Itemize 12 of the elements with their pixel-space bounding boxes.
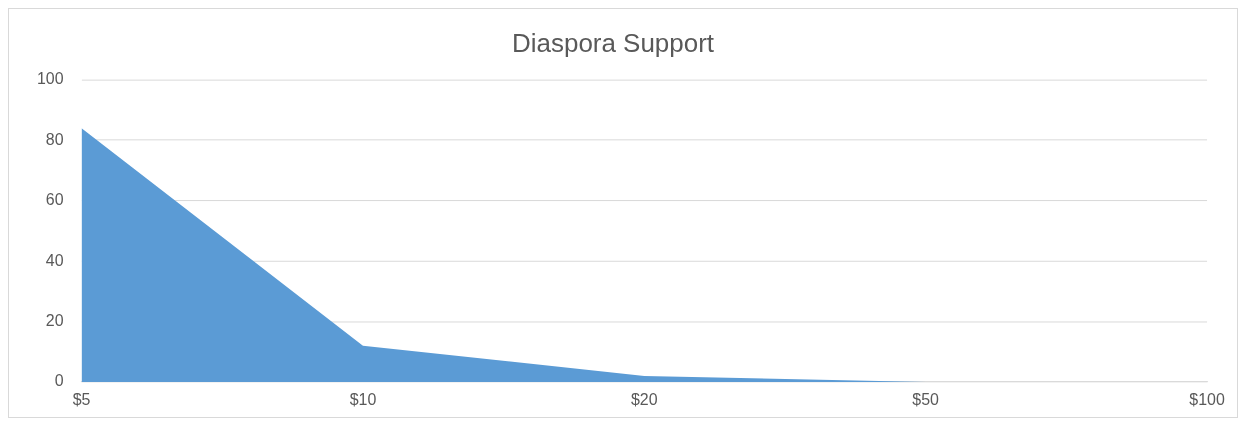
y-tick-label: 40 [45, 251, 64, 269]
x-tick-label: $50 [912, 390, 940, 408]
x-tick-label: $20 [630, 390, 658, 408]
y-tick-label: 60 [45, 191, 64, 209]
y-tick-label: 100 [36, 70, 64, 88]
x-tick-label: $100 [1189, 390, 1225, 408]
x-tick-label: $5 [72, 390, 91, 408]
y-tick-label: 80 [45, 130, 64, 148]
x-tick-label: $10 [349, 390, 377, 408]
chart-title: Diaspora Support [512, 28, 715, 57]
y-tick-label: 20 [45, 311, 64, 329]
y-tick-label: 0 [54, 372, 64, 390]
